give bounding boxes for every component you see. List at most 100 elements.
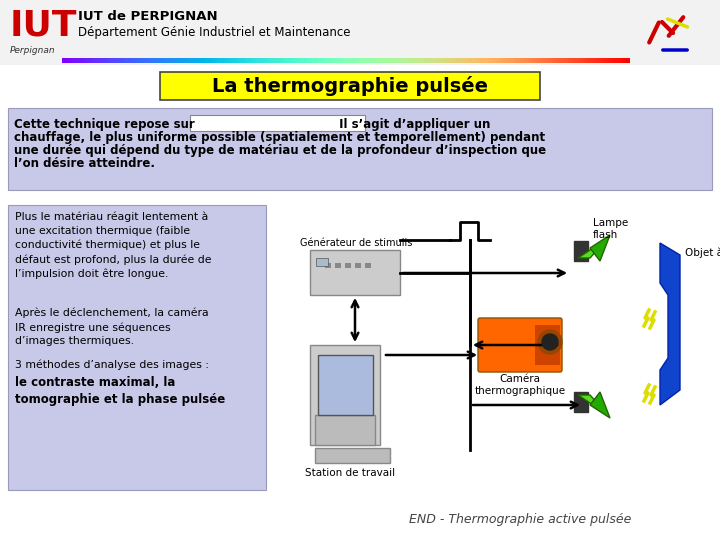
Bar [293, 58, 295, 63]
Bar [628, 58, 630, 63]
Bar [181, 58, 184, 63]
Bar [172, 58, 174, 63]
Bar [341, 58, 343, 63]
Bar [315, 58, 318, 63]
Bar [238, 58, 240, 63]
Bar [62, 58, 64, 63]
Bar [282, 58, 284, 63]
Bar [132, 58, 134, 63]
Bar [174, 58, 176, 63]
Bar [302, 58, 305, 63]
Bar [138, 58, 140, 63]
Bar [588, 58, 590, 63]
Bar [187, 58, 189, 63]
Bar [494, 58, 496, 63]
Bar [109, 58, 112, 63]
Bar [545, 58, 547, 63]
Bar [437, 58, 439, 63]
Bar [596, 58, 598, 63]
Bar [321, 58, 323, 63]
Bar [342, 58, 344, 63]
Bar [539, 58, 541, 63]
FancyBboxPatch shape [478, 318, 562, 372]
Bar [414, 58, 416, 63]
Bar [592, 58, 594, 63]
Bar [305, 58, 307, 63]
Bar [299, 58, 301, 63]
Bar [221, 58, 223, 63]
Bar [162, 58, 165, 63]
Bar [528, 58, 530, 63]
Bar [200, 58, 202, 63]
Bar [410, 58, 413, 63]
Bar [176, 58, 178, 63]
Text: Après le déclenchement, la caméra
IR enregistre une séquences
d’images thermique: Après le déclenchement, la caméra IR enr… [15, 308, 209, 347]
Bar [193, 58, 195, 63]
Bar [464, 58, 466, 63]
Bar [387, 58, 390, 63]
Bar [622, 58, 625, 63]
Bar [456, 58, 458, 63]
Bar [618, 58, 621, 63]
Bar [117, 58, 119, 63]
Bar [213, 58, 216, 63]
Bar [543, 58, 545, 63]
Bar [386, 58, 388, 63]
Bar [429, 58, 431, 63]
Bar [8, 108, 712, 190]
Bar [92, 58, 94, 63]
Bar [382, 58, 384, 63]
Bar [365, 263, 371, 268]
Bar [467, 58, 469, 63]
Text: Objet à analyser: Objet à analyser [685, 248, 720, 259]
Bar [438, 58, 441, 63]
Bar [264, 58, 267, 63]
Polygon shape [578, 395, 608, 415]
Bar [441, 58, 443, 63]
Bar [418, 58, 420, 63]
Polygon shape [590, 392, 610, 418]
Bar [308, 58, 310, 63]
Bar [320, 58, 322, 63]
Text: Station de travail: Station de travail [305, 468, 395, 478]
Bar [526, 58, 528, 63]
Bar [378, 58, 380, 63]
Bar [492, 58, 494, 63]
Bar [270, 58, 272, 63]
Bar [289, 58, 292, 63]
Bar [402, 58, 405, 63]
Text: le contraste maximal, la
tomographie et la phase pulsée: le contraste maximal, la tomographie et … [15, 376, 225, 406]
Text: Générateur de stimulis: Générateur de stimulis [300, 238, 412, 248]
Bar [306, 58, 308, 63]
Bar [393, 58, 395, 63]
Bar [155, 58, 157, 63]
Bar [516, 58, 518, 63]
Bar [111, 58, 114, 63]
Bar [462, 58, 464, 63]
Bar [143, 58, 145, 63]
Circle shape [538, 330, 562, 354]
Bar [333, 58, 335, 63]
Bar [316, 258, 328, 266]
Bar [361, 58, 364, 63]
Bar [571, 58, 574, 63]
Bar [348, 58, 350, 63]
Bar [581, 58, 583, 63]
Bar [242, 58, 244, 63]
Bar [66, 58, 68, 63]
Bar [86, 58, 89, 63]
Bar [536, 58, 538, 63]
Bar [168, 58, 170, 63]
Bar [202, 58, 204, 63]
Bar [477, 58, 479, 63]
Bar [428, 58, 430, 63]
Bar [240, 58, 242, 63]
Bar [577, 58, 579, 63]
Bar [558, 58, 560, 63]
Text: END - Thermographie active pulsée: END - Thermographie active pulsée [409, 514, 631, 526]
Bar [399, 58, 401, 63]
Bar [535, 325, 560, 365]
Bar [225, 58, 227, 63]
Bar [285, 58, 287, 63]
Bar [392, 58, 394, 63]
